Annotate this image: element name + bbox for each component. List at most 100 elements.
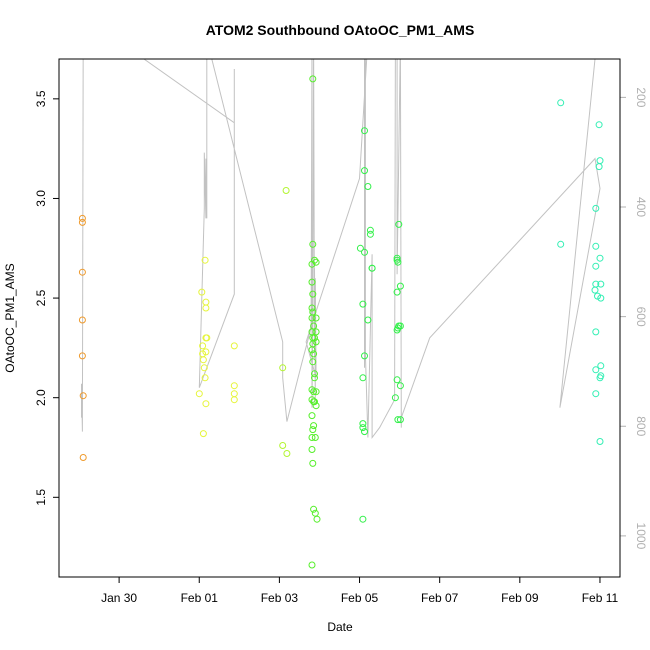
track-line: [81, 59, 601, 439]
data-point: [359, 424, 367, 432]
data-point: [312, 338, 320, 346]
data-point: [359, 420, 367, 428]
data-point: [394, 416, 402, 424]
data-point: [311, 370, 318, 378]
data-point: [230, 382, 238, 390]
data-point: [591, 286, 599, 294]
y-tick-label: 3.5: [34, 90, 48, 107]
data-point: [597, 362, 605, 370]
data-point: [230, 390, 238, 398]
data-point: [283, 450, 291, 457]
data-point: [396, 282, 404, 290]
data-point: [364, 183, 372, 190]
right-y-tick-label: 400: [634, 197, 648, 217]
data-point: [198, 288, 206, 296]
data-point: [312, 314, 320, 322]
data-point: [368, 264, 376, 272]
data-point: [393, 288, 401, 296]
data-point: [309, 358, 317, 366]
data-point: [396, 416, 404, 424]
data-point: [279, 442, 287, 449]
y-tick-label: 2.0: [34, 389, 48, 406]
axes-group: 1.5 2.0 2.5 3.0 3.5 Jan 30 Feb 01 Feb 03 Feb 05 F…: [34, 87, 648, 605]
x-tick-label: Feb 11: [582, 591, 619, 605]
data-point: [391, 394, 399, 402]
data-point: [313, 515, 321, 523]
data-point: [202, 304, 210, 312]
data-point: [366, 230, 374, 238]
data-point: [308, 314, 316, 322]
data-point: [309, 290, 317, 298]
data-point: [199, 356, 207, 364]
data-point: [597, 294, 605, 302]
data-point: [557, 99, 565, 107]
data-point: [592, 242, 600, 250]
data-point: [203, 334, 211, 342]
data-point: [596, 374, 604, 382]
data-point: [592, 390, 600, 398]
data-point: [202, 298, 210, 306]
data-point: [311, 434, 319, 441]
data-point: [393, 376, 401, 384]
data-point: [282, 187, 290, 194]
data-point: [310, 422, 318, 430]
right-y-tick-label: 800: [634, 416, 648, 436]
right-y-tick-label: 200: [634, 87, 648, 107]
data-point: [199, 342, 207, 350]
data-point: [361, 352, 368, 360]
x-tick-label: Feb 01: [181, 591, 219, 605]
data-point: [361, 167, 368, 175]
data-point: [359, 374, 367, 382]
data-point: [311, 256, 318, 264]
data-point: [595, 121, 603, 129]
data-point: [310, 505, 318, 513]
x-axis-label: Date: [327, 620, 353, 634]
data-point: [308, 386, 316, 394]
data-point: [364, 316, 372, 324]
data-point: [393, 326, 401, 334]
data-point: [557, 240, 565, 248]
x-tick-label: Feb 05: [341, 591, 379, 605]
data-point: [310, 388, 318, 396]
data-point: [597, 280, 605, 288]
right-y-tick-label: 1000: [634, 523, 648, 550]
x-tick-label: Feb 03: [261, 591, 299, 605]
track-line-group: [81, 59, 601, 439]
chart-title: ATOM2 Southbound OAtoOC_PM1_AMS: [206, 22, 475, 38]
data-point: [309, 426, 317, 434]
data-point: [78, 352, 86, 360]
data-point: [202, 400, 210, 408]
data-point: [308, 561, 316, 569]
data-point: [311, 509, 319, 517]
data-point: [308, 346, 316, 354]
data-point: [312, 328, 320, 336]
y-axis-label: OAtoOC_PM1_AMS: [3, 263, 17, 372]
data-point: [78, 214, 86, 222]
data-point: [595, 163, 603, 171]
data-point: [308, 304, 316, 312]
x-tick-label: Jan 30: [101, 591, 137, 605]
data-point: [395, 220, 403, 228]
data-point: [309, 459, 317, 467]
data-point: [366, 226, 374, 234]
data-point: [312, 402, 320, 410]
data-point: [279, 364, 287, 372]
data-point: [596, 157, 604, 165]
data-point: [201, 374, 209, 382]
data-point: [199, 430, 207, 438]
y-tick-label: 3.0: [34, 190, 48, 207]
data-point: [356, 244, 364, 252]
data-point: [308, 434, 316, 441]
data-point: [596, 438, 604, 445]
data-point: [195, 390, 203, 398]
data-point: [308, 412, 316, 420]
data-point: [312, 258, 320, 266]
data-point: [310, 350, 318, 358]
data-point: [312, 388, 320, 396]
data-point: [393, 254, 401, 262]
data-point: [230, 396, 238, 404]
y-tick-label: 1.5: [34, 489, 48, 506]
data-point: [311, 398, 318, 406]
data-point: [596, 254, 604, 262]
data-point: [311, 374, 318, 382]
